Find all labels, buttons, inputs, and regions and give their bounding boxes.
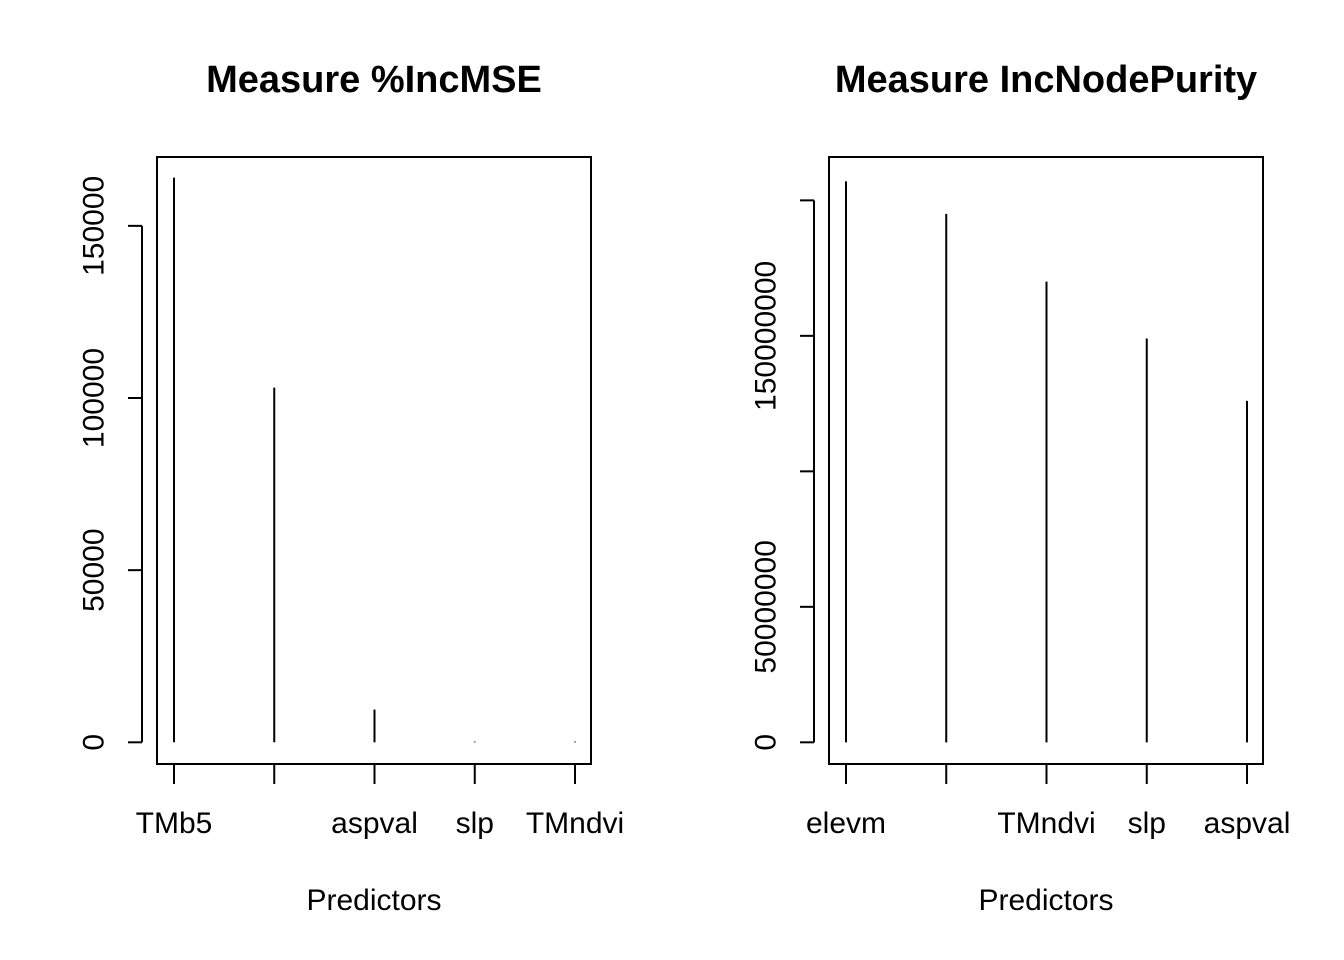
x-axis-label: Predictors (978, 884, 1113, 917)
plot-frame (156, 156, 592, 765)
chart-panel-incnodepurity: Measure IncNodePurity 0 50000000 150000000… (750, 59, 1291, 917)
x-tick-label: TMndvi (997, 807, 1095, 840)
x-tick-label: aspval (331, 807, 418, 840)
y-tick-label: 50000 (78, 528, 111, 611)
x-tick-label: aspval (1204, 807, 1291, 840)
chart-panel-incmse: Measure %IncMSE 0 50000 100000 150000 TMb5 a… (78, 59, 625, 917)
x-axis: elevm TMndvi slp aspval (806, 763, 1291, 840)
y-tick-label: 150000000 (750, 261, 783, 411)
y-axis: 0 50000000 150000000 (750, 199, 815, 751)
x-axis-label: Predictors (306, 884, 441, 917)
y-tick-label: 0 (78, 734, 111, 751)
x-tick-label: slp (1128, 807, 1166, 840)
bar-series (173, 177, 576, 743)
x-tick-label: TMndvi (526, 807, 624, 840)
x-tick-label: elevm (806, 807, 886, 840)
chart-title: Measure IncNodePurity (835, 59, 1257, 101)
chart-title: Measure %IncMSE (206, 59, 542, 101)
x-tick-label: TMb5 (136, 807, 213, 840)
y-axis: 0 50000 100000 150000 (78, 176, 143, 751)
x-axis: TMb5 aspval slp TMndvi (136, 763, 624, 840)
y-tick-label: 0 (750, 734, 783, 751)
y-tick-label: 150000 (78, 176, 111, 276)
x-tick-label: slp (456, 807, 494, 840)
bar-series (845, 181, 1248, 743)
y-tick-label: 50000000 (750, 540, 783, 673)
y-tick-label: 100000 (78, 348, 111, 448)
